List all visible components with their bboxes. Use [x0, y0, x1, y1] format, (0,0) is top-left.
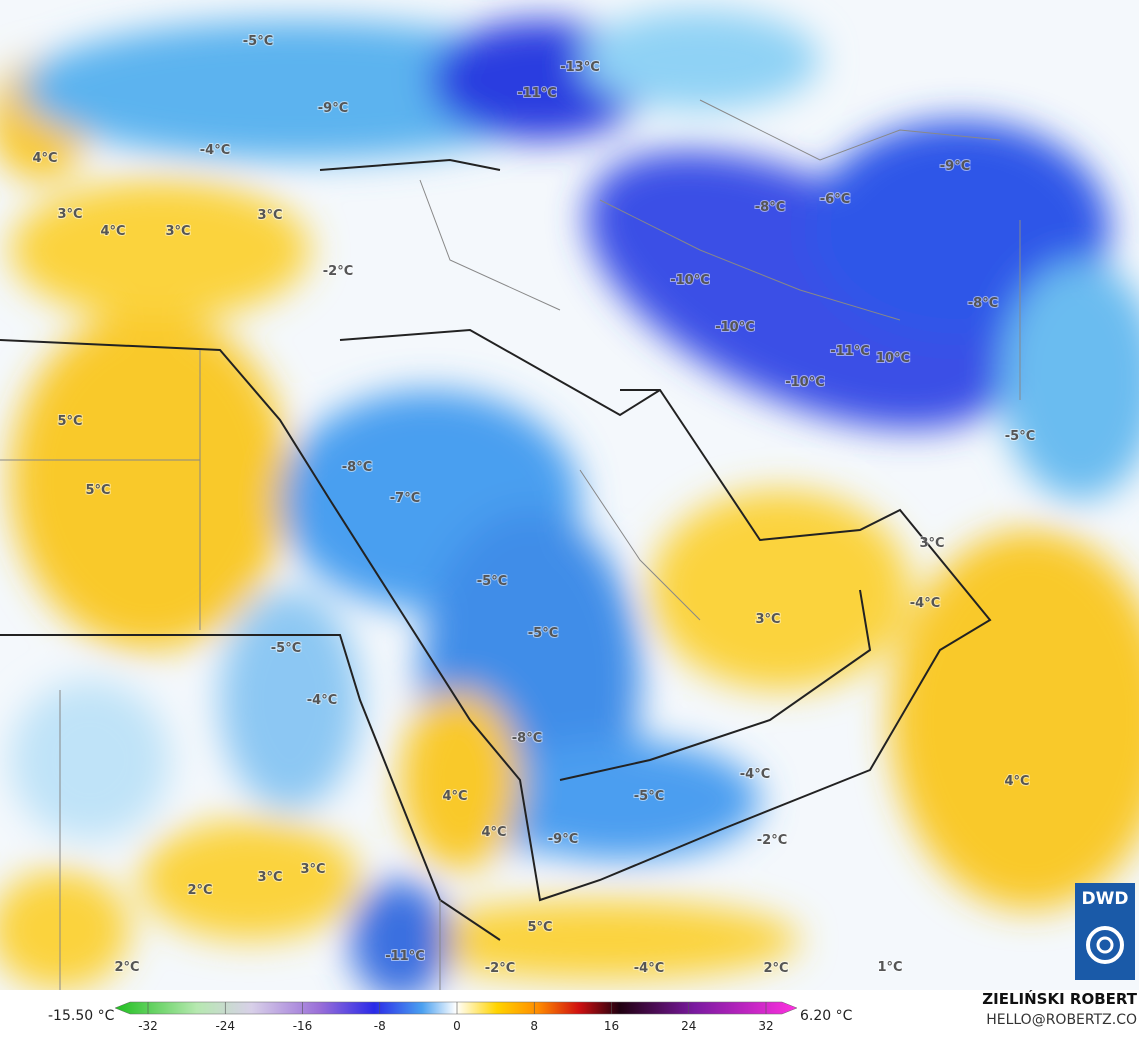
author: ZIELIŃSKI ROBERT: [982, 989, 1137, 1008]
logo-text: DWD: [1082, 889, 1129, 909]
temperature-label: -5°C: [243, 34, 273, 49]
temperature-label: -4°C: [200, 143, 230, 158]
colorbar-tick-label: 32: [758, 1019, 773, 1033]
temperature-label: -4°C: [307, 693, 337, 708]
temperature-label: -9°C: [940, 159, 970, 174]
temperature-label: 3°C: [919, 536, 944, 551]
temperature-label: -11°C: [385, 949, 425, 964]
temperature-label: -11°C: [517, 86, 557, 101]
temperature-label: -8°C: [968, 296, 998, 311]
temperature-label: 5°C: [527, 920, 552, 935]
temperature-label: -4°C: [740, 767, 770, 782]
colorbar-tick-label: -8: [374, 1019, 386, 1033]
temperature-label: -8°C: [755, 200, 785, 215]
temperature-label: -2°C: [485, 961, 515, 976]
temperature-label: 3°C: [755, 612, 780, 627]
temperature-label: 3°C: [57, 207, 82, 222]
temperature-label: 3°C: [300, 862, 325, 877]
colorbar-tick-label: -32: [138, 1019, 158, 1033]
map-background: [0, 0, 1139, 1000]
temperature-label: 4°C: [481, 825, 506, 840]
temperature-label: -9°C: [318, 101, 348, 116]
temperature-label: 5°C: [57, 414, 82, 429]
temperature-label: -2°C: [757, 833, 787, 848]
contact: HELLO@ROBERTZ.CO: [986, 1012, 1137, 1028]
colorbar-tick-label: 24: [681, 1019, 696, 1033]
colorbar-tick-label: 0: [453, 1019, 461, 1033]
colorbar: -32 -24 -16 -8 0 8 16 24 32: [114, 1001, 798, 1033]
temperature-label: 1°C: [877, 960, 902, 975]
temperature-label: 3°C: [257, 208, 282, 223]
temperature-label: -5°C: [634, 789, 664, 804]
colorbar-tick-label: 8: [530, 1019, 538, 1033]
temperature-label: -10°C: [670, 273, 710, 288]
temperature-label: -6°C: [820, 192, 850, 207]
temperature-label: -13°C: [560, 60, 600, 75]
colorbar-tick-label: -16: [293, 1019, 313, 1033]
temperature-label: -5°C: [271, 641, 301, 656]
temperature-label: -11°C: [830, 344, 870, 359]
temperature-label: -8°C: [512, 731, 542, 746]
temperature-label: -8°C: [342, 460, 372, 475]
colorbar-tick-label: -24: [215, 1019, 235, 1033]
temperature-label: -2°C: [323, 264, 353, 279]
temperature-label: -10°C: [785, 375, 825, 390]
logo: DWD: [1075, 883, 1135, 980]
temperature-label: 4°C: [32, 151, 57, 166]
temperature-label: -10°C: [715, 320, 755, 335]
colorbar-min-label: -15.50 °C: [48, 1008, 115, 1024]
temperature-label: 3°C: [257, 870, 282, 885]
temperature-label: -7°C: [390, 491, 420, 506]
temperature-label: -5°C: [528, 626, 558, 641]
temperature-label: 4°C: [100, 224, 125, 239]
temperature-label: 2°C: [187, 883, 212, 898]
temperature-label: -5°C: [477, 574, 507, 589]
temperature-label: 2°C: [763, 961, 788, 976]
temperature-labels: -5°C-13°C-11°C-9°C-4°C4°C3°C4°C 3°C3°C-9°…: [31, 33, 1036, 977]
temperature-label: 4°C: [442, 789, 467, 804]
temperature-label: -5°C: [1005, 429, 1035, 444]
temperature-label: 4°C: [1004, 774, 1029, 789]
colorbar-max-label: 6.20 °C: [800, 1008, 853, 1024]
temperature-label: 10°C: [876, 351, 910, 366]
colorbar-tick-label: 16: [604, 1019, 619, 1033]
temperature-label: 5°C: [85, 483, 110, 498]
temperature-label: 3°C: [165, 224, 190, 239]
temperature-label: -9°C: [548, 832, 578, 847]
temperature-label: -4°C: [634, 961, 664, 976]
temperature-label: -4°C: [910, 596, 940, 611]
temperature-label: 2°C: [114, 960, 139, 975]
